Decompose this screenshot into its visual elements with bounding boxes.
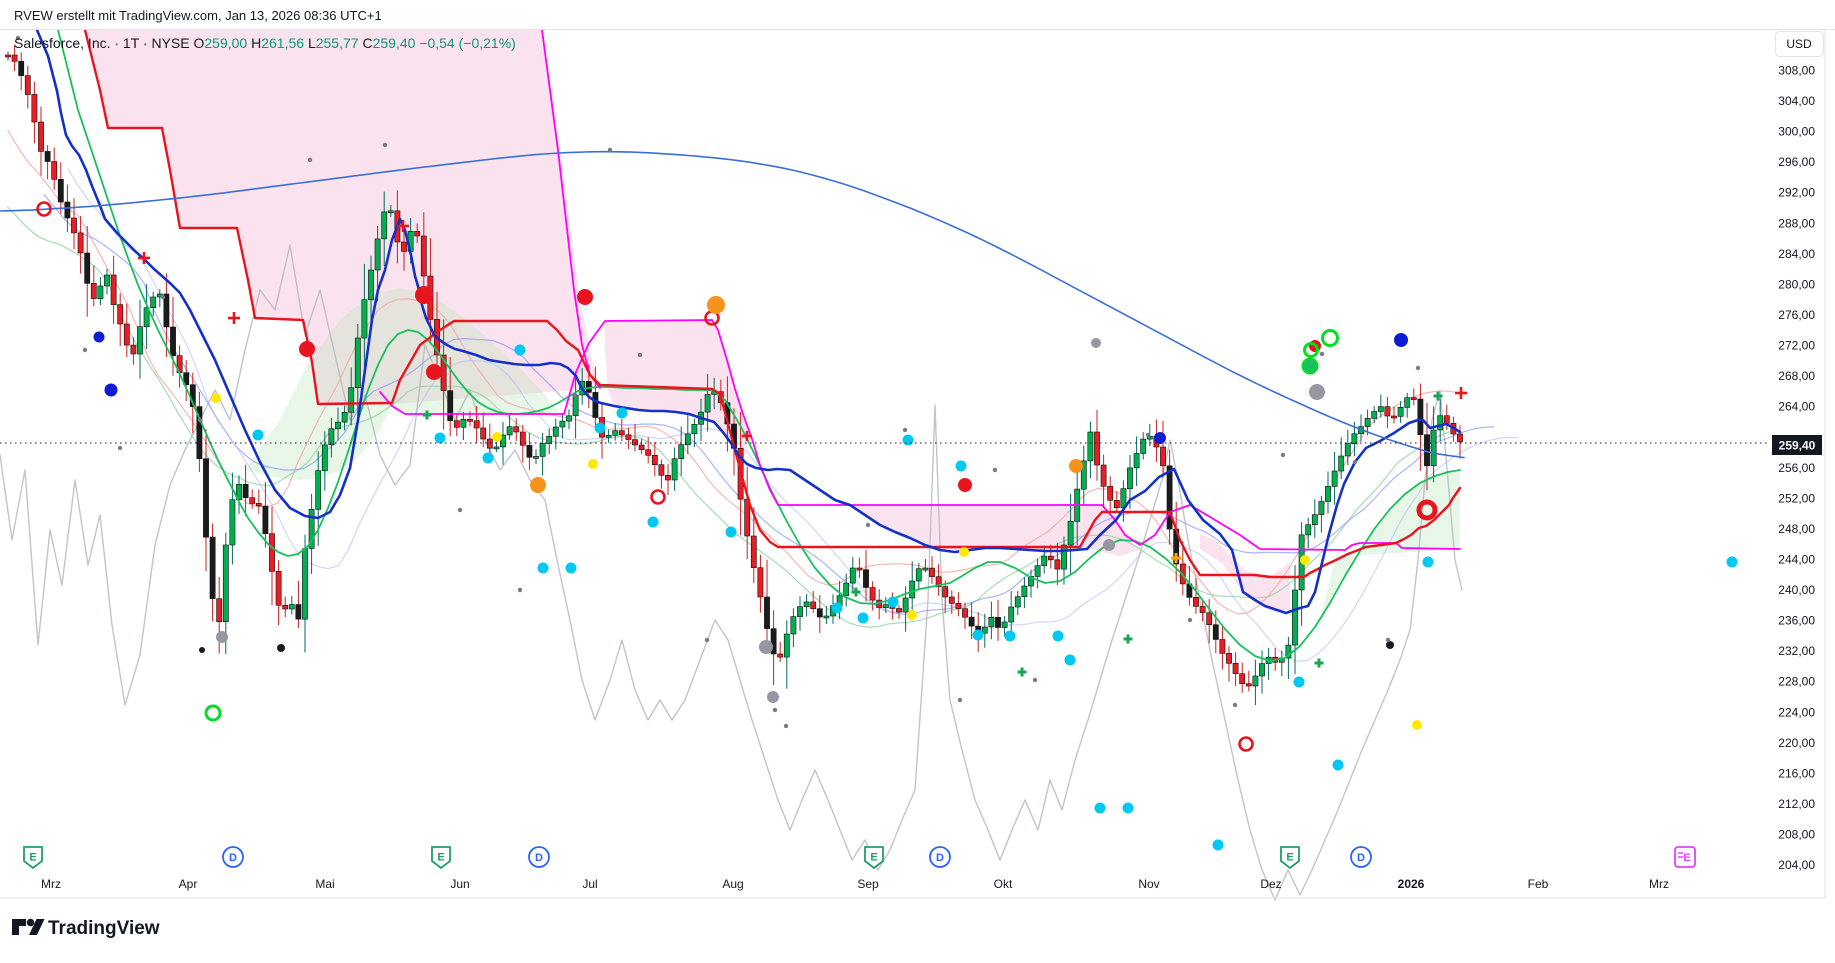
svg-text:TradingView: TradingView bbox=[48, 918, 160, 939]
svg-text:Feb: Feb bbox=[1528, 877, 1549, 891]
svg-text:Mrz: Mrz bbox=[41, 877, 61, 891]
svg-text:D: D bbox=[936, 852, 944, 864]
svg-text:216,00: 216,00 bbox=[1778, 766, 1815, 780]
svg-text:204,00: 204,00 bbox=[1778, 858, 1815, 872]
svg-text:224,00: 224,00 bbox=[1778, 705, 1815, 719]
svg-text:220,00: 220,00 bbox=[1778, 736, 1815, 750]
svg-text:Salesforce, Inc. · 1T · NYSE O: Salesforce, Inc. · 1T · NYSE O259,00 H26… bbox=[14, 35, 516, 51]
svg-text:248,00: 248,00 bbox=[1778, 522, 1815, 536]
svg-text:280,00: 280,00 bbox=[1778, 277, 1815, 291]
svg-text:272,00: 272,00 bbox=[1778, 339, 1815, 353]
svg-text:276,00: 276,00 bbox=[1778, 308, 1815, 322]
svg-text:256,00: 256,00 bbox=[1778, 461, 1815, 475]
svg-text:Mrz: Mrz bbox=[1649, 877, 1669, 891]
svg-text:236,00: 236,00 bbox=[1778, 614, 1815, 628]
svg-text:RVEW erstellt mit TradingView.: RVEW erstellt mit TradingView.com, Jan 1… bbox=[14, 8, 382, 23]
svg-text:D: D bbox=[1357, 852, 1365, 864]
svg-text:304,00: 304,00 bbox=[1778, 94, 1815, 108]
svg-text:244,00: 244,00 bbox=[1778, 553, 1815, 567]
svg-text:E: E bbox=[1286, 852, 1293, 864]
svg-text:Dez: Dez bbox=[1260, 877, 1281, 891]
svg-text:E: E bbox=[1683, 852, 1690, 864]
svg-text:USD: USD bbox=[1786, 37, 1812, 51]
svg-text:308,00: 308,00 bbox=[1778, 64, 1815, 78]
svg-text:264,00: 264,00 bbox=[1778, 400, 1815, 414]
svg-text:E: E bbox=[870, 852, 877, 864]
svg-text:Sep: Sep bbox=[857, 877, 879, 891]
svg-text:259,40: 259,40 bbox=[1779, 439, 1816, 453]
svg-text:D: D bbox=[229, 852, 237, 864]
svg-text:2026: 2026 bbox=[1398, 877, 1425, 891]
svg-text:Okt: Okt bbox=[994, 877, 1013, 891]
svg-text:300,00: 300,00 bbox=[1778, 125, 1815, 139]
svg-text:208,00: 208,00 bbox=[1778, 828, 1815, 842]
svg-text:212,00: 212,00 bbox=[1778, 797, 1815, 811]
svg-text:E: E bbox=[29, 852, 36, 864]
svg-text:284,00: 284,00 bbox=[1778, 247, 1815, 261]
svg-text:D: D bbox=[535, 852, 543, 864]
svg-text:Nov: Nov bbox=[1138, 877, 1159, 891]
svg-text:252,00: 252,00 bbox=[1778, 491, 1815, 505]
svg-text:296,00: 296,00 bbox=[1778, 155, 1815, 169]
svg-text:228,00: 228,00 bbox=[1778, 675, 1815, 689]
svg-text:Apr: Apr bbox=[179, 877, 198, 891]
svg-text:232,00: 232,00 bbox=[1778, 644, 1815, 658]
svg-text:Jul: Jul bbox=[582, 877, 597, 891]
svg-text:Aug: Aug bbox=[722, 877, 743, 891]
svg-text:Mai: Mai bbox=[315, 877, 334, 891]
svg-text:292,00: 292,00 bbox=[1778, 186, 1815, 200]
svg-text:Jun: Jun bbox=[450, 877, 469, 891]
svg-text:E: E bbox=[437, 852, 444, 864]
svg-text:240,00: 240,00 bbox=[1778, 583, 1815, 597]
svg-text:268,00: 268,00 bbox=[1778, 369, 1815, 383]
svg-text:288,00: 288,00 bbox=[1778, 216, 1815, 230]
